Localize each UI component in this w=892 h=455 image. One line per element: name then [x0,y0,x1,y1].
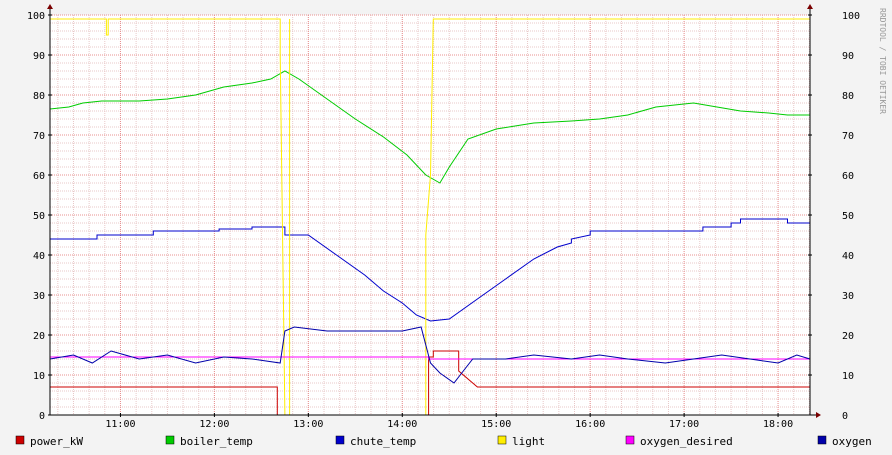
y-tick-label-right: 50 [842,211,854,222]
y-tick-label: 70 [33,131,45,142]
legend-swatch-oxygen_desired [625,435,635,445]
x-tick-label: 12:00 [199,419,229,430]
y-tick-label-right: 30 [842,291,854,302]
y-tick-label: 30 [33,291,45,302]
grid [50,14,810,416]
legend-swatch-light [497,435,507,445]
y-tick-labels-right: 0 10 20 30 40 50 60 70 80 90 100 [808,11,860,422]
x-tick-label: 13:00 [293,419,323,430]
y-tick-label: 0 [39,411,45,422]
x-tick-label: 18:00 [763,419,793,430]
y-tick-label: 20 [33,331,45,342]
x-tick-labels: 11:00 12:00 13:00 14:00 15:00 16:00 17:00 18:00 [105,413,793,430]
x-tick-label: 17:00 [669,419,699,430]
x-tick-label: 11:00 [105,419,135,430]
series-line-oxygen [49,326,811,384]
legend-swatch-chute_temp [335,435,345,445]
y-tick-label-right: 20 [842,331,854,342]
y-tick-label: 90 [33,51,45,62]
legend-label-light: light [512,435,545,448]
legend-label-power_kW: power_kW [30,435,83,448]
y-tick-label: 40 [33,251,45,262]
y-tick-label-right: 0 [842,411,848,422]
y-tick-label: 50 [33,211,45,222]
y-tick-label: 60 [33,171,45,182]
axes [47,4,821,418]
series-line-chute_temp [50,218,810,322]
y-tick-label-right: 80 [842,91,854,102]
y-tick-label-right: 70 [842,131,854,142]
y-tick-label: 80 [33,91,45,102]
y-tick-label-right: 90 [842,51,854,62]
watermark: RRDTOOL / TOBI OETIKER [878,8,887,114]
y-axis-arrow-right [807,4,813,9]
x-axis-arrow [816,412,821,418]
y-tick-label: 10 [33,371,45,382]
y-tick-label-right: 100 [842,11,860,22]
x-tick-label: 14:00 [387,419,417,430]
y-tick-labels-left: 0 10 20 30 40 50 60 70 80 90 100 [27,11,52,422]
series-line-boiler_temp [49,70,810,184]
legend-label-chute_temp: chute_temp [350,435,416,448]
y-tick-label-right: 60 [842,171,854,182]
y-tick-label-right: 40 [842,251,854,262]
legend-label-boiler_temp: boiler_temp [180,435,253,448]
legend-swatch-oxygen [817,435,827,445]
legend-swatch-boiler_temp [165,435,175,445]
y-axis-arrow [47,4,53,9]
x-tick-label: 15:00 [481,419,511,430]
y-tick-label-right: 10 [842,371,854,382]
legend-swatch-power_kW [15,435,25,445]
y-tick-label: 100 [27,11,45,22]
x-tick-label: 16:00 [575,419,605,430]
legend: power_kW boiler_temp chute_temp light oxygen… [15,435,872,448]
legend-label-oxygen: oxygen [832,435,872,448]
legend-label-oxygen_desired: oxygen_desired [640,435,733,448]
